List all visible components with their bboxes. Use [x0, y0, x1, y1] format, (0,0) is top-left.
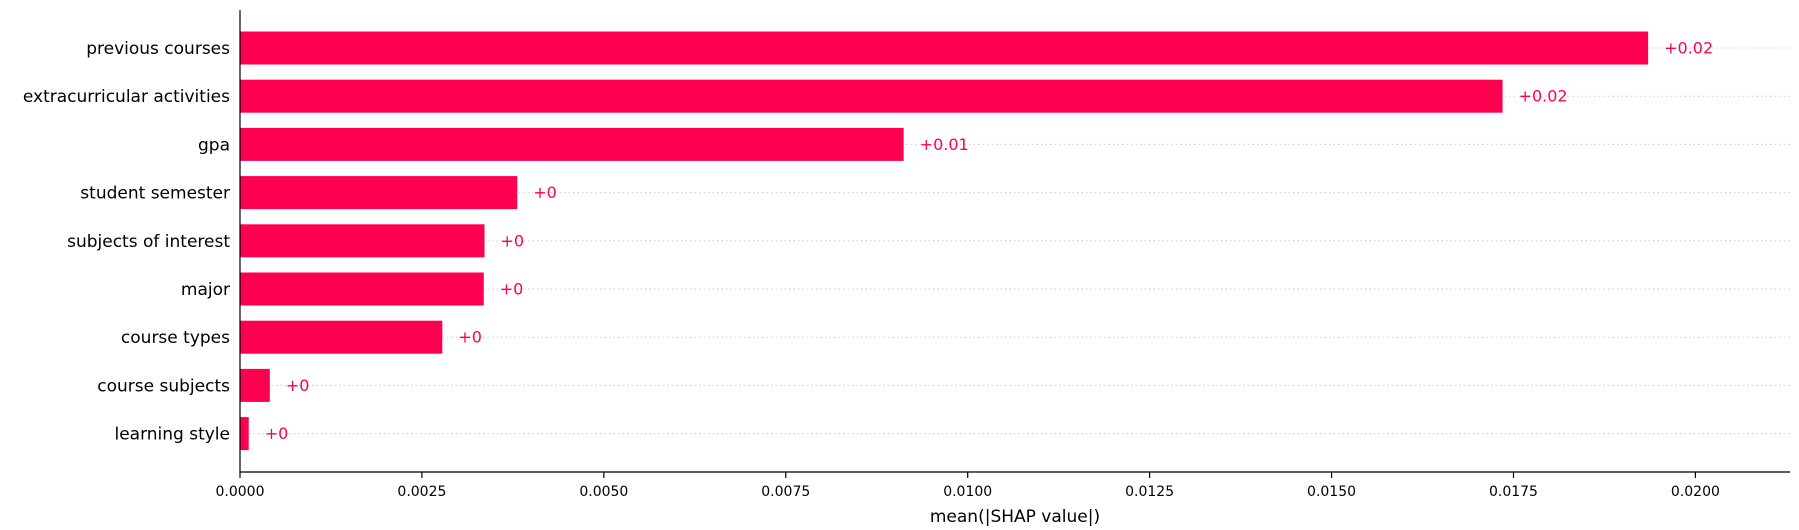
value-labels: +0.02 +0.02 +0.01 +0 +0 +0 +0 +0 +0 [265, 39, 1713, 444]
bar [240, 176, 518, 210]
bar-value-label: +0 [286, 376, 310, 395]
category-label: previous courses [86, 39, 230, 59]
bar-value-label: +0.01 [920, 135, 969, 154]
bar [240, 272, 484, 306]
category-label: major [181, 280, 230, 300]
bar-value-label: +0 [501, 231, 525, 250]
category-labels: previous courses extracurricular activiti… [23, 39, 230, 445]
category-label: student semester [80, 184, 230, 204]
bar-value-label: +0 [500, 280, 524, 299]
x-tick-label: 0.0000 [216, 484, 265, 500]
bar-value-label: +0 [458, 328, 482, 347]
bar-value-label: +0 [265, 424, 289, 443]
x-tick-label: 0.0200 [1671, 484, 1720, 500]
category-label: course subjects [97, 376, 230, 396]
bar-value-label: +0 [533, 183, 557, 202]
bars [240, 31, 1649, 451]
x-tick-label: 0.0050 [579, 484, 628, 500]
bar [240, 320, 443, 354]
x-tick-label: 0.0125 [1125, 484, 1174, 500]
bar [240, 224, 485, 258]
x-tick-label: 0.0150 [1307, 484, 1356, 500]
bar-value-label: +0.02 [1519, 87, 1568, 106]
bar [240, 127, 904, 161]
x-tick-label: 0.0175 [1489, 484, 1538, 500]
x-tick-label: 0.0075 [761, 484, 810, 500]
category-label: gpa [198, 135, 230, 155]
category-label: subjects of interest [67, 232, 230, 252]
bar-value-label: +0.02 [1664, 39, 1713, 58]
x-axis-ticks: 0.0000 0.0025 0.0050 0.0075 0.0100 0.0125 0.01… [216, 472, 1720, 500]
category-label: course types [121, 328, 230, 348]
x-tick-label: 0.0025 [397, 484, 446, 500]
x-tick-label: 0.0100 [943, 484, 992, 500]
bar [240, 368, 270, 402]
bar [240, 417, 249, 451]
category-label: learning style [114, 425, 230, 445]
x-axis-title: mean(|SHAP value|) [930, 507, 1100, 527]
category-label: extracurricular activities [23, 87, 230, 107]
bar [240, 31, 1649, 65]
bar [240, 79, 1503, 113]
axes [239, 10, 1790, 473]
